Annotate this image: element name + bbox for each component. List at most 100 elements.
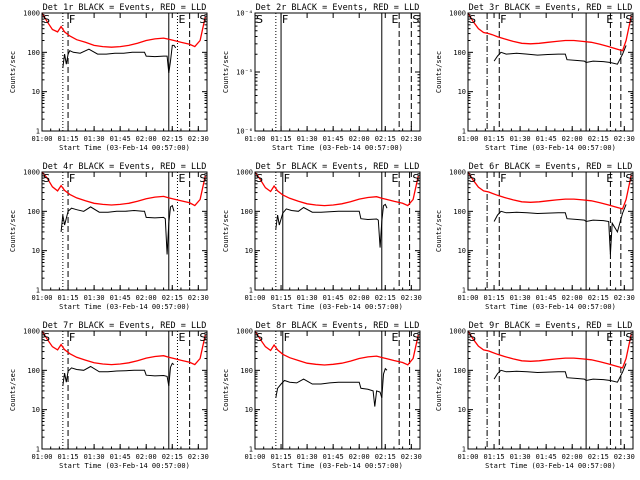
series-lld [255,331,419,366]
marker-S: S [412,13,419,26]
series-events [62,44,177,73]
y-tick-label: 1000 [236,169,253,177]
x-tick-label: 02:30 [401,294,422,302]
y-tick-label: 1 [36,287,40,295]
y-tick-label: 10 [458,88,466,96]
x-tick-label: 02:15 [162,453,183,461]
x-tick-label: 02:30 [188,135,209,143]
y-axis-label: Counts/sec [435,51,443,93]
y-tick-label: 10 [458,247,466,255]
x-tick-label: 01:15 [58,135,79,143]
x-tick-label: 02:00 [136,453,157,461]
marker-E: E [606,13,613,26]
x-axis-label: Start Time (03-Feb-14 00:57:00) [485,144,616,152]
x-tick-label: 02:15 [375,294,396,302]
x-tick-label: 02:15 [588,135,609,143]
y-tick-label: 10 [32,406,40,414]
x-tick-label: 01:45 [536,294,557,302]
x-tick-label: 01:00 [31,453,52,461]
x-axis-label: Start Time (03-Feb-14 00:57:00) [272,303,403,311]
series-events [60,204,175,255]
panel-title: Det 6r BLACK = Events, RED = LLD [469,162,633,172]
x-tick-label: 01:00 [244,294,265,302]
y-tick-label: 10 [245,406,253,414]
y-tick-label: 1000 [449,169,466,177]
panel-title: Det 1r BLACK = Events, RED = LLD [43,3,207,13]
series-lld [255,172,419,207]
x-tick-label: 01:30 [297,453,318,461]
x-tick-label: 02:30 [401,453,422,461]
y-tick-label: 10 [32,247,40,255]
x-tick-label: 01:45 [323,453,344,461]
x-axis-label: Start Time (03-Feb-14 00:57:00) [272,462,403,470]
x-tick-label: 01:45 [110,453,131,461]
panel-title: Det 5r BLACK = Events, RED = LLD [256,162,420,172]
x-tick-label: 02:30 [614,135,635,143]
y-tick-label: 1 [249,287,253,295]
panel-title: Det 7r BLACK = Events, RED = LLD [43,321,207,331]
x-tick-label: 01:15 [58,294,79,302]
y-tick-label: 100 [453,208,466,216]
x-tick-label: 01:30 [84,453,105,461]
y-tick-label: 1000 [449,10,466,18]
marker-F: F [500,172,506,185]
y-axis-label: Counts/sec [9,369,17,411]
x-tick-label: 02:30 [188,294,209,302]
series-lld [42,13,206,48]
x-axis-label: Start Time (03-Feb-14 00:57:00) [485,462,616,470]
panel-title: Det 3r BLACK = Events, RED = LLD [469,3,633,13]
y-axis-label: Counts/sec [222,51,230,93]
x-tick-label: 02:15 [588,453,609,461]
x-tick-label: 01:00 [457,294,478,302]
marker-E: E [178,13,185,26]
y-tick-label: 1000 [23,10,40,18]
y-tick-label: 1 [462,446,466,454]
plot-frame [254,330,421,450]
x-tick-label: 01:00 [244,135,265,143]
marker-S: S [199,172,206,185]
x-tick-label: 01:45 [323,135,344,143]
marker-S: S [199,331,206,344]
y-tick-label: 10 [245,247,253,255]
y-axis-label: Counts/sec [9,51,17,93]
x-tick-label: 01:30 [84,294,105,302]
x-tick-label: 01:45 [110,135,131,143]
marker-S: S [469,13,476,26]
marker-S: S [625,172,632,185]
y-axis-label: Counts/sec [222,210,230,252]
series-events [493,45,627,65]
marker-F: F [284,172,290,185]
y-tick-label: 100 [453,49,466,57]
x-axis-label: Start Time (03-Feb-14 00:57:00) [485,303,616,311]
x-tick-label: 01:30 [297,294,318,302]
x-tick-label: 02:15 [588,294,609,302]
marker-S: S [199,13,206,26]
x-tick-label: 02:30 [188,453,209,461]
plot-frame [254,171,421,291]
x-tick-label: 02:15 [162,135,183,143]
panel-title: Det 2r BLACK = Events, RED = LLD [256,3,420,13]
y-tick-label: 1 [249,446,253,454]
y-axis-label: Counts/sec [435,210,443,252]
x-tick-label: 02:00 [349,453,370,461]
y-tick-label: 10⁻⁵ [236,69,253,77]
marker-S: S [625,331,632,344]
series-events [275,367,388,407]
series-lld [468,331,632,369]
x-axis-label: Start Time (03-Feb-14 00:57:00) [272,144,403,152]
series-events [493,363,627,383]
marker-S: S [412,172,419,185]
x-tick-label: 01:45 [536,135,557,143]
x-tick-label: 01:30 [84,135,105,143]
y-axis-label: Counts/sec [222,369,230,411]
marker-E: E [178,172,185,185]
marker-E: E [391,172,398,185]
x-tick-label: 01:00 [31,294,52,302]
marker-E: E [391,331,398,344]
plot-frame [41,171,208,291]
